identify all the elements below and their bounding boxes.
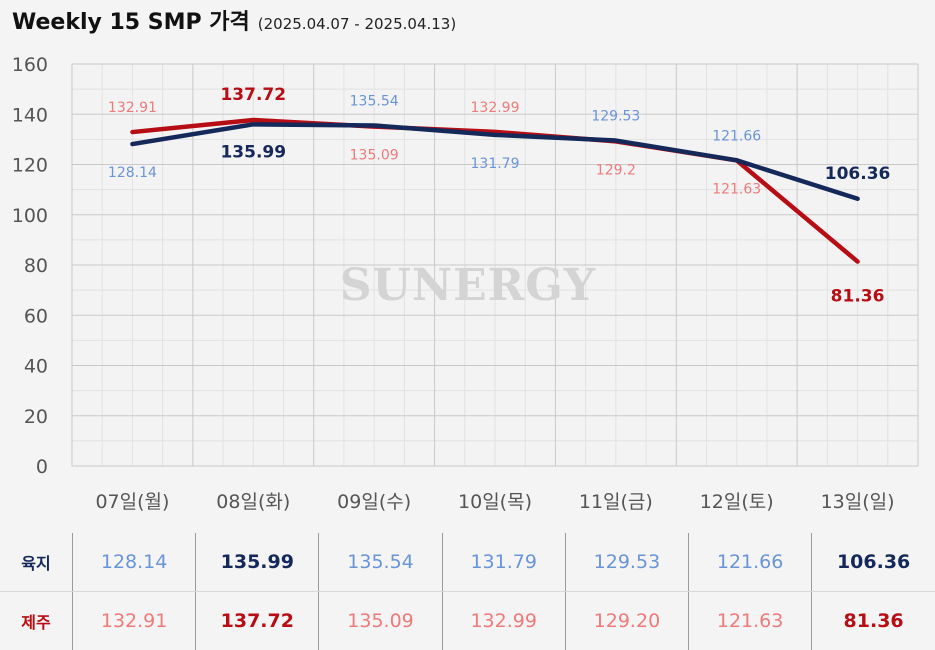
x-tick-label: 11일(금) — [579, 491, 653, 513]
data-label-jeju: 129.2 — [596, 162, 636, 178]
row-label-jeju: 제주 — [0, 592, 73, 650]
table-cell: 135.09 — [319, 592, 442, 650]
data-label-mainland: 131.79 — [471, 156, 520, 172]
table-cell: 128.14 — [73, 533, 196, 592]
table-cell: 81.36 — [812, 592, 935, 650]
y-tick-label: 20 — [24, 406, 48, 428]
y-tick-label: 140 — [12, 104, 48, 126]
line-chart: 0 20 40 60 80 100 120 140 160 07일(월) 08일(화) 09일(수) 1… — [0, 0, 935, 530]
table-cell: 129.20 — [565, 592, 688, 650]
table-cell: 132.91 — [73, 592, 196, 650]
y-tick-label: 160 — [12, 54, 48, 76]
data-label-jeju: 132.91 — [108, 100, 157, 116]
watermark: SUNERGY — [340, 260, 596, 311]
x-tick-label: 09일(수) — [337, 491, 411, 513]
data-label-mainland: 128.14 — [108, 165, 157, 181]
table-cell: 131.79 — [442, 533, 565, 592]
table-cell: 135.54 — [319, 533, 442, 592]
data-label-mainland: 129.53 — [591, 109, 640, 125]
table-cell: 106.36 — [812, 533, 935, 592]
data-label-jeju: 135.09 — [350, 148, 399, 164]
table-cell: 137.72 — [196, 592, 319, 650]
y-tick-label: 0 — [36, 456, 48, 478]
row-label-mainland: 육지 — [0, 533, 73, 592]
data-label-mainland: 106.36 — [825, 164, 891, 184]
x-tick-label: 13일(일) — [821, 491, 895, 513]
x-tick-label: 07일(월) — [95, 491, 169, 513]
data-label-jeju: 81.36 — [831, 287, 885, 307]
data-label-jeju: 132.99 — [471, 100, 520, 116]
data-label-jeju: 121.63 — [712, 181, 761, 197]
table-cell: 129.53 — [565, 533, 688, 592]
y-tick-label: 60 — [24, 305, 48, 327]
y-tick-label: 120 — [12, 155, 48, 177]
table-cell: 135.99 — [196, 533, 319, 592]
data-label-mainland: 121.66 — [712, 128, 761, 144]
x-tick-label: 08일(화) — [216, 491, 290, 513]
data-label-jeju: 137.72 — [220, 85, 286, 105]
x-tick-label: 12일(토) — [700, 491, 774, 513]
table-cell: 132.99 — [442, 592, 565, 650]
table-cell: 121.63 — [689, 592, 812, 650]
price-table: 육지 128.14 135.99 135.54 131.79 129.53 12… — [0, 533, 935, 650]
data-label-mainland: 135.54 — [350, 93, 399, 109]
x-tick-label: 10일(목) — [458, 491, 532, 513]
table-row-mainland: 육지 128.14 135.99 135.54 131.79 129.53 12… — [0, 533, 935, 592]
table-cell: 121.66 — [689, 533, 812, 592]
data-label-mainland: 135.99 — [220, 142, 286, 162]
table-row-jeju: 제주 132.91 137.72 135.09 132.99 129.20 12… — [0, 592, 935, 650]
y-tick-label: 40 — [24, 356, 48, 378]
y-tick-label: 80 — [24, 255, 48, 277]
y-tick-label: 100 — [12, 205, 48, 227]
